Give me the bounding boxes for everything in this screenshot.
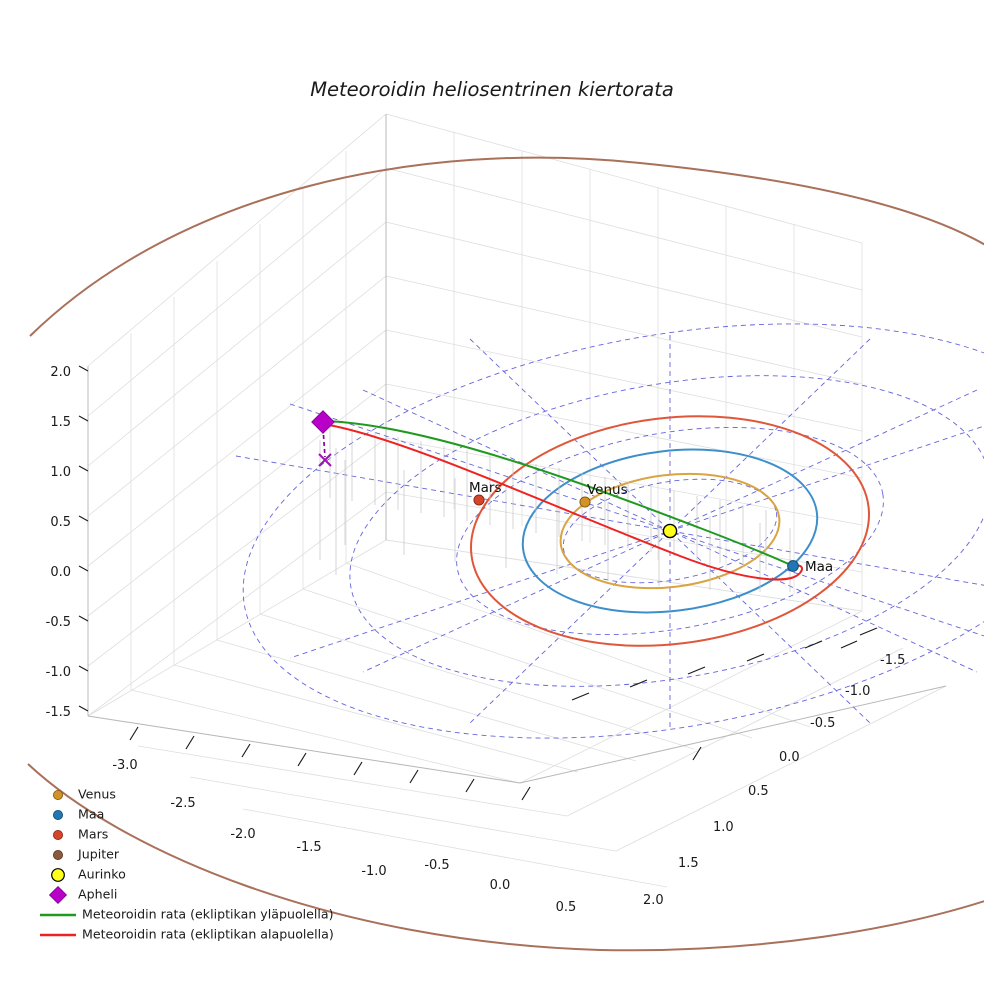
y-tick-6: 1.5: [678, 856, 699, 871]
maa-label: Maa: [805, 559, 833, 575]
z-tick-4: 0.0: [50, 565, 71, 580]
aphelion-projection-x-icon: [318, 453, 332, 467]
pane-back-left: [87, 113, 387, 717]
mars-label: Mars: [469, 480, 502, 496]
x-tick-7: 0.5: [556, 900, 577, 915]
maa-marker[interactable]: [787, 560, 799, 572]
aurinko-marker[interactable]: [662, 523, 678, 539]
aphelion-group: [311, 410, 335, 467]
z-tick-7: -1.5: [46, 705, 71, 720]
x-tick-1: -2.5: [170, 796, 195, 811]
y-tick-2: -0.5: [810, 716, 835, 731]
y-tick-0: -1.5: [880, 653, 905, 668]
meteoroid-below-ecliptic: [322, 423, 801, 581]
axis-spines: [87, 114, 947, 784]
body-markers: [473, 494, 799, 572]
z-tick-6: -1.0: [46, 665, 71, 680]
legend-item-aurinko[interactable]: Aurinko: [51, 867, 126, 882]
y-tick-7: 2.0: [643, 893, 664, 908]
x-tick-0: -3.0: [112, 758, 137, 773]
legend-item-mars[interactable]: Mars: [53, 827, 108, 842]
z-tick-2: 1.0: [50, 465, 71, 480]
legend-label-below: Meteoroidin rata (ekliptikan alapuolella…: [82, 927, 334, 942]
venus-marker[interactable]: [579, 496, 591, 508]
legend: Venus Maa Mars Jupiter Aurinko Apheli: [40, 787, 334, 942]
z-tick-1: 1.5: [50, 415, 71, 430]
x-axis: -3.0 -2.5 -2.0 -1.5 -1.0 -0.5 0.0 0.5: [112, 726, 577, 915]
jupiter-orbit: [27, 156, 984, 952]
legend-item-below-ecliptic[interactable]: Meteoroidin rata (ekliptikan alapuolella…: [40, 927, 334, 942]
venus-label: Venus: [587, 482, 628, 498]
mars-orbit: [470, 415, 870, 647]
venus-dot-icon: [53, 790, 64, 801]
y-tick-5: 1.0: [713, 820, 734, 835]
x-tick-3: -1.5: [296, 840, 321, 855]
z-tick-5: -0.5: [46, 615, 71, 630]
legend-item-above-ecliptic[interactable]: Meteoroidin rata (ekliptikan yläpuolella…: [40, 907, 334, 922]
legend-item-jupiter[interactable]: Jupiter: [53, 847, 120, 862]
maa-dot-icon: [53, 810, 64, 821]
body-annotations: Mars Venus Maa: [469, 480, 833, 575]
page-title: Meteoroidin heliosentrinen kiertorata: [310, 78, 674, 101]
legend-label-mars: Mars: [78, 827, 108, 842]
z-tick-0: 2.0: [50, 365, 71, 380]
apheli-diamond-icon: [48, 885, 68, 905]
y-tick-3: 0.0: [779, 750, 800, 765]
y-tick-4: 0.5: [748, 784, 769, 799]
axes-panes: [87, 113, 947, 888]
apheli-marker[interactable]: [311, 410, 335, 434]
legend-label-venus: Venus: [78, 787, 116, 802]
legend-label-jupiter: Jupiter: [77, 847, 120, 862]
y-tick-1: -1.0: [845, 684, 870, 699]
pane-floor: [87, 539, 947, 888]
x-tick-6: 0.0: [490, 878, 511, 893]
legend-item-maa[interactable]: Maa: [53, 807, 104, 822]
legend-item-apheli[interactable]: Apheli: [48, 885, 118, 905]
y-axis: -1.5 -1.0 -0.5 0.0 0.5 1.0 1.5 2.0: [571, 627, 905, 908]
legend-item-venus[interactable]: Venus: [53, 787, 116, 802]
legend-label-above: Meteoroidin rata (ekliptikan yläpuolella…: [82, 907, 334, 922]
x-tick-4: -1.0: [361, 864, 386, 879]
legend-label-maa: Maa: [78, 807, 104, 822]
legend-label-aurinko: Aurinko: [78, 867, 126, 882]
z-axis: 2.0 1.5 1.0 0.5 0.0 -0.5 -1.0 -1.5: [46, 365, 89, 720]
pane-back-right: [385, 113, 863, 611]
mars-dot-icon: [53, 830, 64, 841]
jupiter-dot-icon: [53, 850, 64, 861]
meteoroid-above-ecliptic: [322, 420, 794, 567]
aphelion-drop-line: [322, 427, 326, 458]
venus-orbit: [559, 472, 781, 590]
z-tick-3: 0.5: [50, 515, 71, 530]
aurinko-dot-icon: [51, 868, 65, 882]
mars-marker[interactable]: [473, 494, 485, 506]
planet-orbits: [470, 415, 870, 647]
maa-orbit: [521, 448, 819, 614]
x-tick-5: -0.5: [424, 858, 449, 873]
x-tick-2: -2.0: [230, 827, 255, 842]
legend-label-apheli: Apheli: [78, 887, 117, 902]
